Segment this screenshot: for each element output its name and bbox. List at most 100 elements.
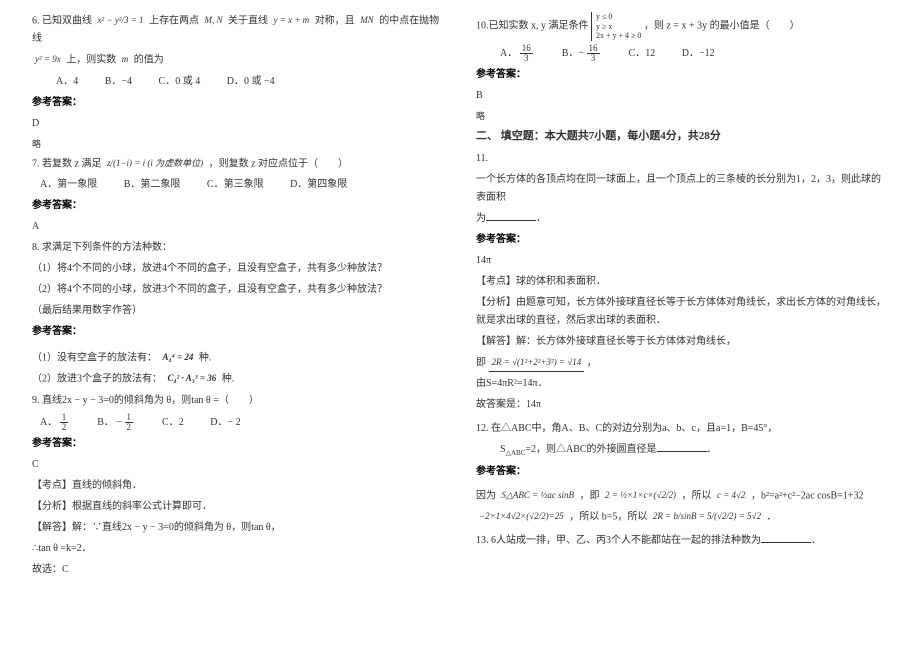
q7-answer: A <box>32 218 444 236</box>
q7-suffix: ，则复数 z 对应点位于（ ） <box>209 158 348 169</box>
q7-line1: 7. 若复数 z 满足 z/(1−i) = i (i 为虚数单位) ，则复数 z… <box>32 155 444 173</box>
q10-options: A． 163 B．− 163 C．12 D．−12 <box>476 44 888 63</box>
q10-answer-label: 参考答案： <box>476 66 888 84</box>
q6-options: A．4 B．−4 C．0 或 4 D．0 或 −4 <box>32 73 444 91</box>
q9-solve1: 【解答】解：∵直线2x − y − 3=0的倾斜角为 θ，则tan θ， <box>32 519 444 537</box>
q9-solve2: ∴tan θ =k=2． <box>32 540 444 558</box>
q11-s2a: 即 <box>476 357 486 368</box>
q8-sol2: （2）放进3个盒子的放法有： C₄² · A₃³ = 36 种. <box>32 370 444 388</box>
q8-note: （最后结果用数字作答） <box>32 302 444 320</box>
q6-optB: B．−4 <box>105 76 132 87</box>
q9-title: 9. 直线2x − y − 3=0的倾斜角为 θ，则tan θ =（ ） <box>32 392 444 410</box>
q6-l2d: 的值为 <box>134 55 164 66</box>
q9-answer: C <box>32 456 444 474</box>
q10-cases: y ≤ 0 y ≥ x 2x + y + 4 ≥ 0 <box>591 12 641 41</box>
q8-sol2a: （2）放进3个盒子的放法有： <box>32 374 162 385</box>
q9-optA-label: A． <box>40 416 57 427</box>
q6-expr2: M, N <box>202 12 226 30</box>
q8-sol2c: 种. <box>222 374 235 385</box>
q6-l2b: 上，则实数 <box>66 55 116 66</box>
q8-answer-label: 参考答案： <box>32 323 444 341</box>
q10-answer: B <box>476 87 888 105</box>
q8-sol1: （1）没有空盒子的放法有： A₄⁴ = 24 种. <box>32 349 444 367</box>
q10-prefix: 10.已知实数 x, y 满足条件 <box>476 21 589 32</box>
blank-line <box>761 533 811 543</box>
q6-expr3: y = x + m <box>271 12 313 30</box>
q10-optA-frac: 163 <box>520 44 533 63</box>
q12-text2: S△ABC=2，则△ABC的外接圆直径是． <box>476 441 888 460</box>
q9-optB-label: B． <box>97 416 114 427</box>
q11-text1: 一个长方体的各顶点均在同一球面上，且一个顶点上的三条棱的长分别为1，2，3，则此… <box>476 171 888 207</box>
q6-optD: D．0 或 −4 <box>227 76 275 87</box>
q10-suffix: ，则 z = x + 3y 的最小值是（ ） <box>644 21 800 32</box>
q10-line1: 10.已知实数 x, y 满足条件 y ≤ 0 y ≥ x 2x + y + 4… <box>476 12 888 41</box>
right-column: 10.已知实数 x, y 满足条件 y ≤ 0 y ≥ x 2x + y + 4… <box>460 12 896 639</box>
q10-optD: D．−12 <box>682 48 715 59</box>
q10-optB-label: B．− <box>562 48 584 59</box>
q6-answer: D <box>32 115 444 133</box>
q7-optC: C．第三象限 <box>207 179 264 190</box>
q12-text1: 12. 在△ABC中，角A、B、C的对边分别为a、b、c，且a=1，B=45°， <box>476 420 888 438</box>
q12-answer-label: 参考答案： <box>476 463 888 481</box>
q8-sol1a: （1）没有空盒子的放法有： <box>32 352 157 363</box>
q6-l2c: m <box>119 51 132 69</box>
q9-analysis: 【分析】根据直线的斜率公式计算即可． <box>32 498 444 516</box>
q13-text: 13. 6人站成一排，甲、乙、丙3个人不能都站在一起的排法种数为． <box>476 532 888 550</box>
q6-optA: A．4 <box>56 76 78 87</box>
q9-optD: D．− 2 <box>210 416 240 427</box>
q6-l2a: y² = 9x <box>32 51 64 69</box>
q6-prefix: 6. 已知双曲线 <box>32 15 92 26</box>
q11-num: 11. <box>476 150 888 168</box>
q6-line2: y² = 9x 上，则实数 m 的值为 <box>32 51 444 69</box>
q11-s2b: 2R = √(1²+2²+3²) = √14 <box>489 354 585 372</box>
q6-expr1: x² − y²/3 = 1 <box>95 12 147 30</box>
q7-optD: D．第四象限 <box>290 179 347 190</box>
q11-analysis: 【分析】由题意可知，长方体外接球直径长等于长方体体对角线长，求出长方体的对角线长… <box>476 294 888 330</box>
q9-optB-neg: − <box>116 416 122 427</box>
q9-solve3: 故选：C <box>32 561 444 579</box>
q9-answer-label: 参考答案： <box>32 435 444 453</box>
q11-solve3: 由S=4πR²=14π． <box>476 375 888 393</box>
q11-answer-label: 参考答案： <box>476 231 888 249</box>
blank-line <box>657 442 707 452</box>
q8-title: 8. 求满足下列条件的方法种数： <box>32 239 444 257</box>
q9-optC: C．2 <box>162 416 184 427</box>
q8-part2: （2）将4个不同的小球，放进3个不同的盒子，且没有空盒子，共有多少种放法？ <box>32 281 444 299</box>
q7-expr: z/(1−i) = i (i 为虚数单位) <box>104 155 206 173</box>
q6-line1: 6. 已知双曲线 x² − y²/3 = 1 上存在两点 M, N 关于直线 y… <box>32 12 444 48</box>
q6-optC: C．0 或 4 <box>159 76 201 87</box>
q10-optA-label: A． <box>500 48 517 59</box>
q9-optB-frac: 12 <box>125 413 134 432</box>
q8-part1: （1）将4个不同的小球，放进4个不同的盒子，且没有空盒子，共有多少种放法？ <box>32 260 444 278</box>
q11-exam: 【考点】球的体积和表面积． <box>476 273 888 291</box>
q7-answer-label: 参考答案： <box>32 197 444 215</box>
q11-solve4: 故答案是：14π <box>476 396 888 414</box>
blank-line <box>486 211 536 221</box>
q8-sol1c: 种. <box>199 352 212 363</box>
q9-options: A． 12 B． − 12 C．2 D．− 2 <box>32 413 444 432</box>
q6-mid2: 关于直线 <box>228 15 268 26</box>
q6-mid1: 上存在两点 <box>149 15 199 26</box>
q11-answer: 14π <box>476 252 888 270</box>
q12-sol1: 因为 S△ABC = ½ac sinB ，即 2 = ½×1×c×(√2/2) … <box>476 487 888 505</box>
q6-mid3: 对称，且 <box>315 15 355 26</box>
q11-solve1: 【解答】解：长方体外接球直径长等于长方体体对角线长， <box>476 333 888 351</box>
q8-sol2b: C₄² · A₃³ = 36 <box>165 370 220 388</box>
left-column: 6. 已知双曲线 x² − y²/3 = 1 上存在两点 M, N 关于直线 y… <box>24 12 460 639</box>
q6-expr4: MN <box>357 12 377 30</box>
q11-solve2: 即 2R = √(1²+2²+3²) = √14 ， <box>476 354 888 372</box>
q10-optC: C．12 <box>629 48 656 59</box>
q8-sol1b: A₄⁴ = 24 <box>160 349 197 367</box>
q9-exam: 【考点】直线的倾斜角． <box>32 477 444 495</box>
q6-answer-label: 参考答案： <box>32 94 444 112</box>
q7-prefix: 7. 若复数 z 满足 <box>32 158 101 169</box>
q10-note: 略 <box>476 108 888 124</box>
q11-s2c: ， <box>587 357 597 368</box>
q7-optB: B．第二象限 <box>124 179 181 190</box>
section2-title: 二、 填空题：本大题共7小题，每小题4分，共28分 <box>476 127 888 147</box>
q7-options: A．第一象限 B．第二象限 C．第三象限 D．第四象限 <box>32 176 444 194</box>
q7-optA: A．第一象限 <box>40 179 97 190</box>
q6-note: 略 <box>32 136 444 152</box>
q12-sol2: −2×1×4√2×(√2/2)=25 ，所以 b=5，所以 2R = b/sin… <box>476 508 888 526</box>
q11-text2: 为． <box>476 210 888 228</box>
